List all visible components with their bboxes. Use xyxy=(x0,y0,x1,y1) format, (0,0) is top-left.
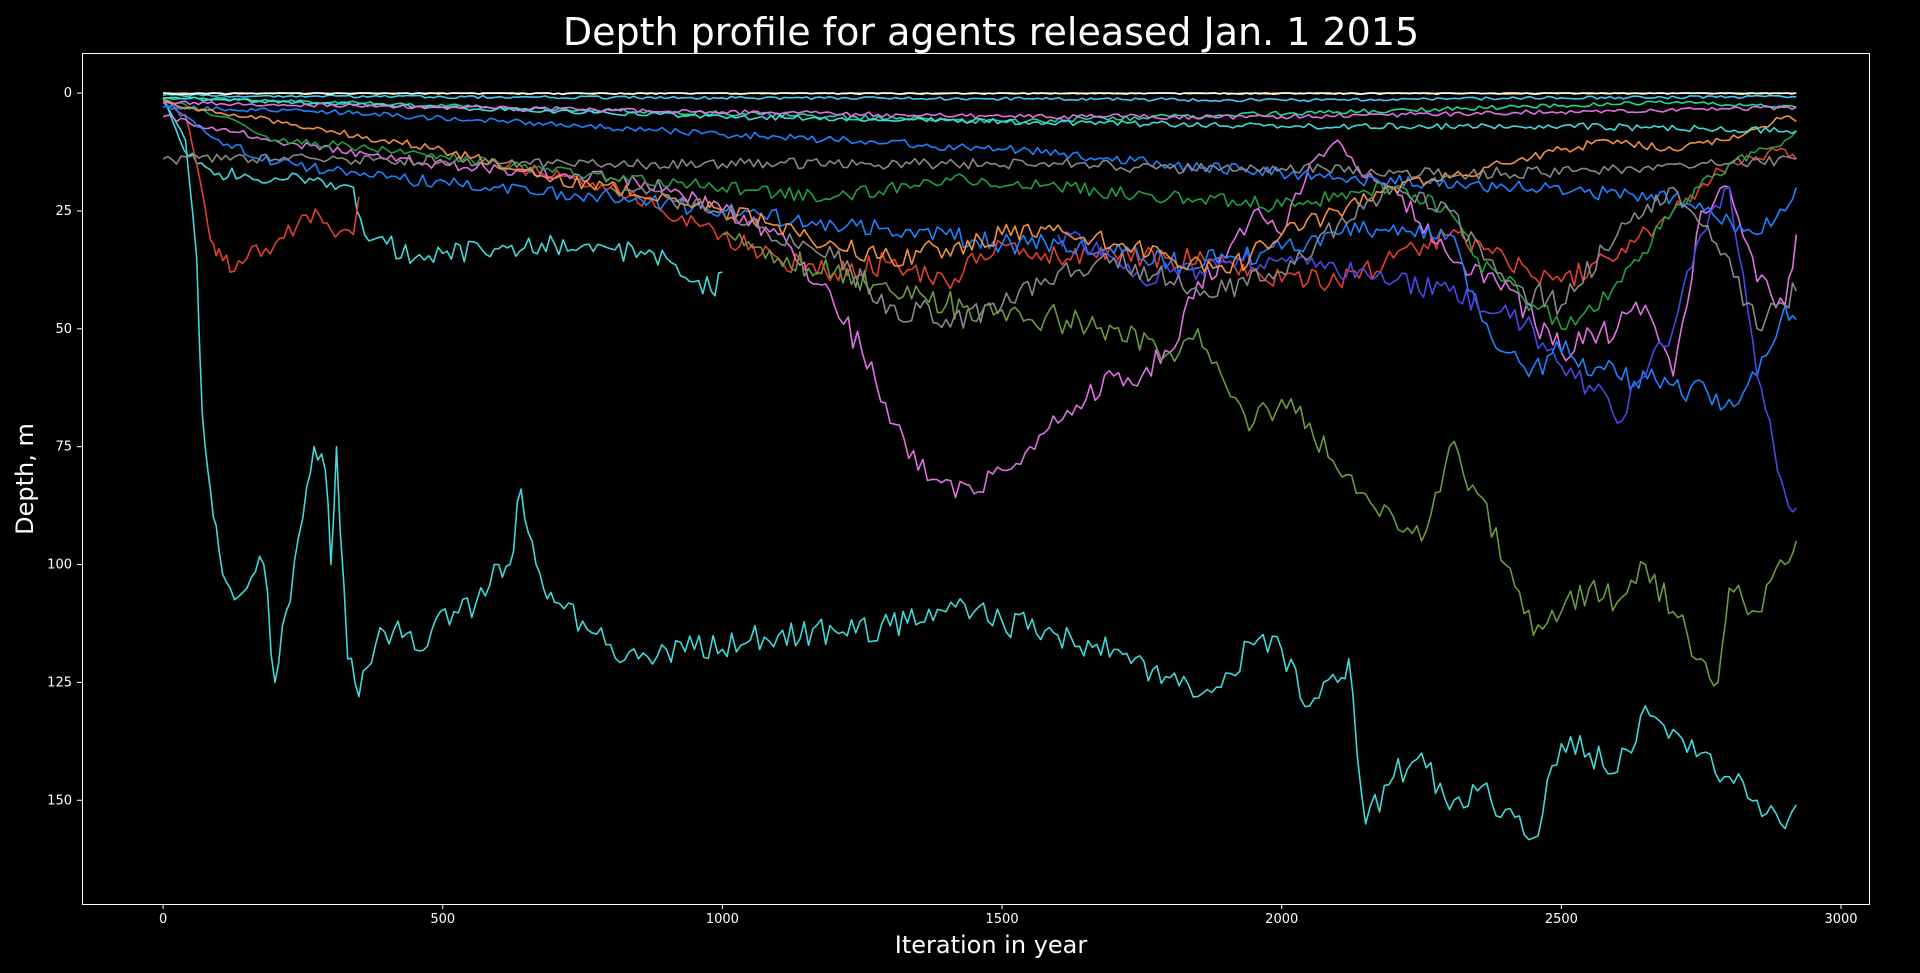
y-tick-label: 125 xyxy=(47,675,72,690)
y-tick-label: 50 xyxy=(55,322,72,337)
series-line-11 xyxy=(162,99,1797,274)
x-tick-label: 2000 xyxy=(1265,912,1298,927)
x-axis-label: Iteration in year xyxy=(895,931,1088,959)
series-line-6 xyxy=(162,101,1797,411)
chart-title: Depth profile for agents released Jan. 1… xyxy=(563,10,1419,54)
y-tick-label: 150 xyxy=(47,793,72,808)
y-tick-label: 75 xyxy=(55,440,72,455)
x-tick-label: 1500 xyxy=(986,912,1019,927)
y-tick-label: 100 xyxy=(47,558,72,573)
x-tick-label: 0 xyxy=(159,912,167,927)
series-line-10 xyxy=(162,97,1797,331)
series-line-7 xyxy=(162,104,1798,236)
plot-frame xyxy=(82,53,1870,905)
series-line-2 xyxy=(162,97,723,297)
series-line-18 xyxy=(163,96,1797,135)
x-axis: 0 500 1000 1500 2000 2500 3000 xyxy=(159,904,1858,927)
series-line-12 xyxy=(162,153,1797,180)
series-line-9 xyxy=(721,231,1798,687)
series-line-17 xyxy=(163,92,1797,96)
series-line-13 xyxy=(610,184,1798,332)
series-group xyxy=(162,92,1798,841)
series-line-19 xyxy=(163,100,1797,120)
y-axis-label: Depth, m xyxy=(11,423,39,535)
y-tick-label: 25 xyxy=(55,204,72,219)
series-line-3 xyxy=(162,97,360,274)
x-tick-label: 3000 xyxy=(1824,912,1857,927)
x-tick-label: 1000 xyxy=(706,912,739,927)
series-line-1 xyxy=(162,97,1797,841)
x-tick-label: 500 xyxy=(430,912,455,927)
y-tick-label: 0 xyxy=(64,86,72,101)
series-line-15 xyxy=(162,93,1797,103)
x-tick-label: 2500 xyxy=(1545,912,1578,927)
y-axis: 0 25 50 75 100 125 150 xyxy=(47,86,82,808)
series-line-5 xyxy=(162,114,1798,499)
